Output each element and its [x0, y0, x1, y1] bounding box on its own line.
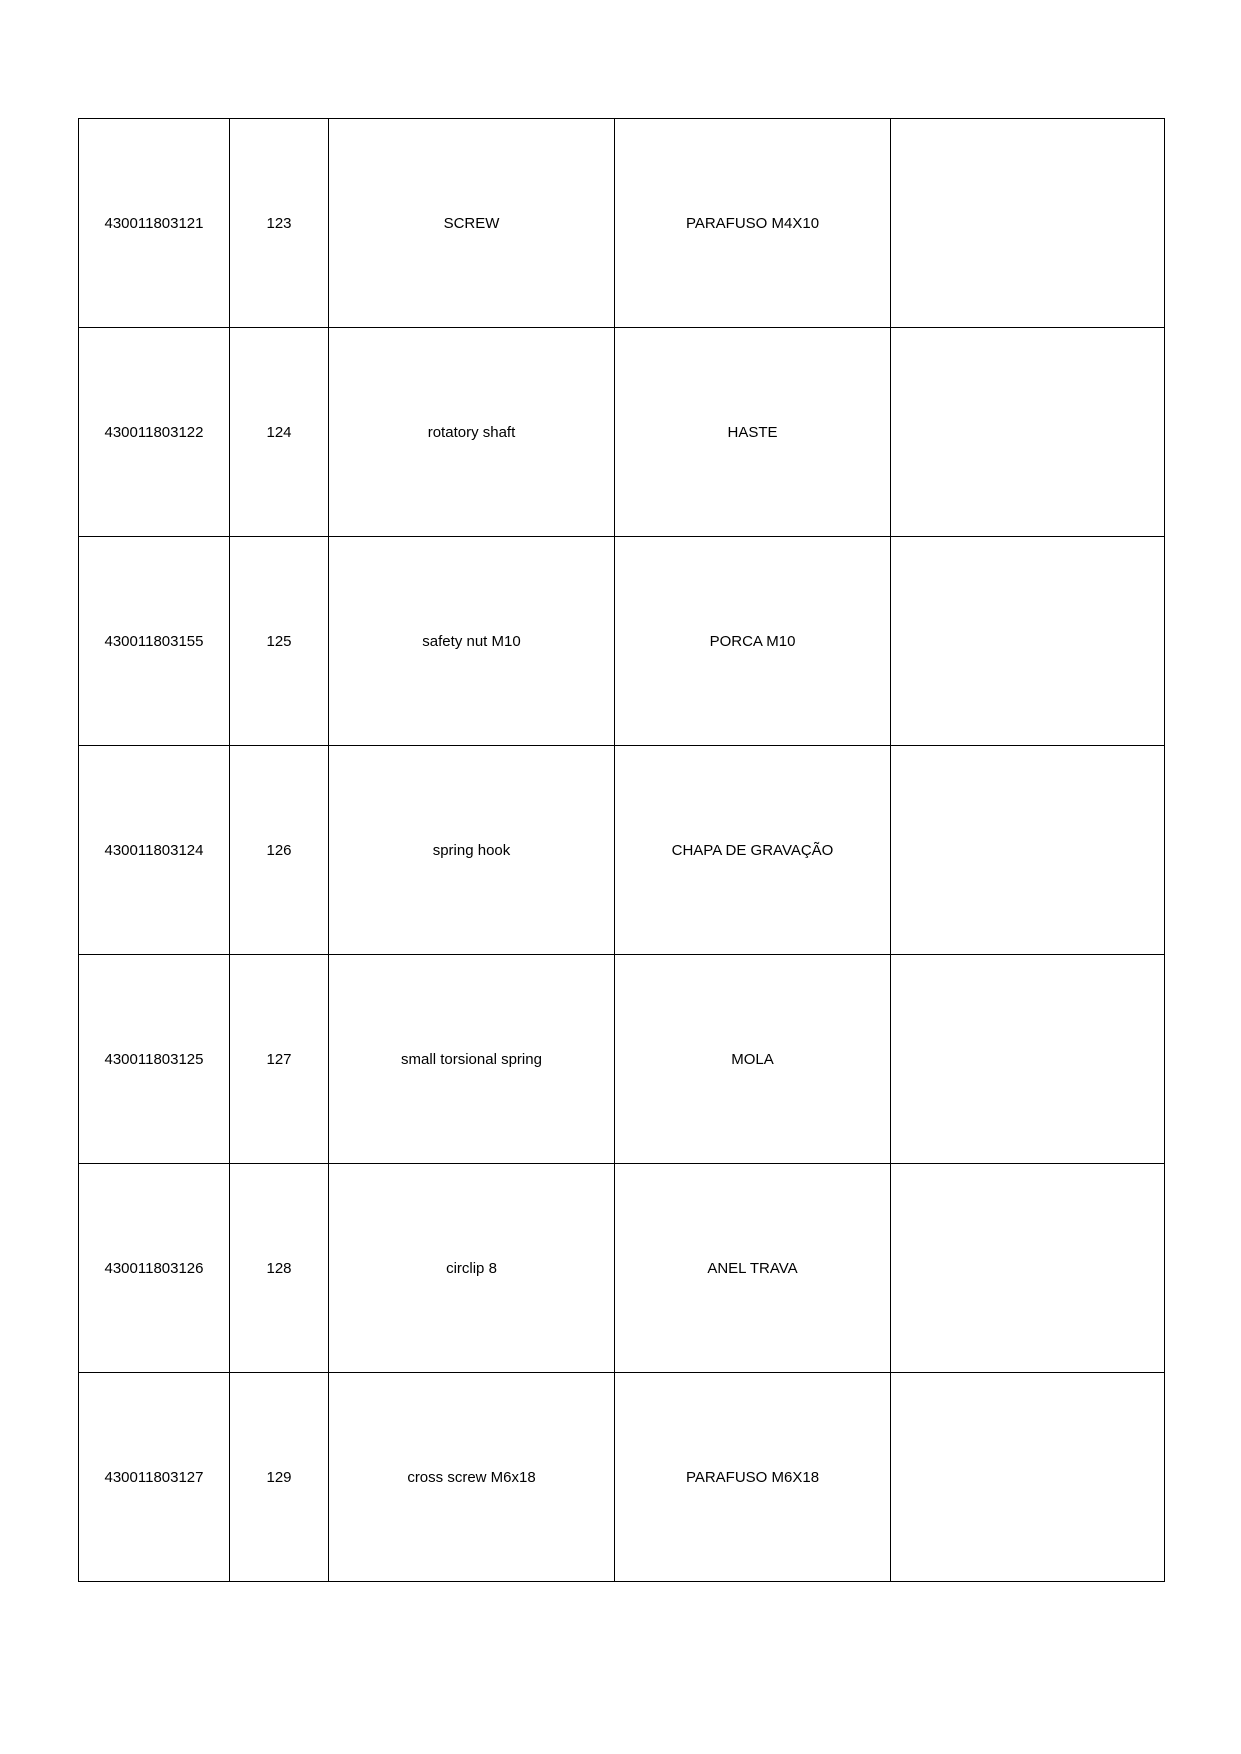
- portuguese-name-cell: PARAFUSO M6X18: [614, 1372, 891, 1582]
- part-code-cell: 430011803155: [78, 536, 230, 746]
- english-name-cell: circlip 8: [328, 1163, 615, 1373]
- table-row: 430011803124 126 spring hook CHAPA DE GRAVA…: [78, 745, 1165, 955]
- english-name-cell: safety nut M10: [328, 536, 615, 746]
- part-code-cell: 430011803126: [78, 1163, 230, 1373]
- item-number-cell: 125: [229, 536, 329, 746]
- english-name-cell: rotatory shaft: [328, 327, 615, 537]
- item-number-cell: 127: [229, 954, 329, 1164]
- portuguese-name-cell: PARAFUSO M4X10: [614, 118, 891, 328]
- table-row: 430011803127 129 cross screw M6x18 PARAFUSO…: [78, 1372, 1165, 1582]
- part-code-cell: 430011803122: [78, 327, 230, 537]
- english-name-cell: cross screw M6x18: [328, 1372, 615, 1582]
- item-number-cell: 126: [229, 745, 329, 955]
- notes-cell: [890, 1163, 1165, 1373]
- part-code-cell: 430011803127: [78, 1372, 230, 1582]
- notes-cell: [890, 118, 1165, 328]
- parts-table: 430011803121 123 SCREW PARAFUSO M4X10 430011…: [78, 118, 1165, 1582]
- item-number-cell: 128: [229, 1163, 329, 1373]
- part-code-cell: 430011803125: [78, 954, 230, 1164]
- english-name-cell: small torsional spring: [328, 954, 615, 1164]
- item-number-cell: 129: [229, 1372, 329, 1582]
- table-row: 430011803121 123 SCREW PARAFUSO M4X10: [78, 118, 1165, 328]
- table-row: 430011803126 128 circlip 8 ANEL TRAVA: [78, 1163, 1165, 1373]
- item-number-cell: 124: [229, 327, 329, 537]
- portuguese-name-cell: CHAPA DE GRAVAÇÃO: [614, 745, 891, 955]
- notes-cell: [890, 745, 1165, 955]
- notes-cell: [890, 1372, 1165, 1582]
- item-number-cell: 123: [229, 118, 329, 328]
- portuguese-name-cell: MOLA: [614, 954, 891, 1164]
- english-name-cell: SCREW: [328, 118, 615, 328]
- table-row: 430011803125 127 small torsional spring MOL…: [78, 954, 1165, 1164]
- notes-cell: [890, 536, 1165, 746]
- english-name-cell: spring hook: [328, 745, 615, 955]
- part-code-cell: 430011803121: [78, 118, 230, 328]
- part-code-cell: 430011803124: [78, 745, 230, 955]
- notes-cell: [890, 327, 1165, 537]
- table-row: 430011803155 125 safety nut M10 PORCA M10: [78, 536, 1165, 746]
- portuguese-name-cell: HASTE: [614, 327, 891, 537]
- notes-cell: [890, 954, 1165, 1164]
- table-row: 430011803122 124 rotatory shaft HASTE: [78, 327, 1165, 537]
- portuguese-name-cell: PORCA M10: [614, 536, 891, 746]
- portuguese-name-cell: ANEL TRAVA: [614, 1163, 891, 1373]
